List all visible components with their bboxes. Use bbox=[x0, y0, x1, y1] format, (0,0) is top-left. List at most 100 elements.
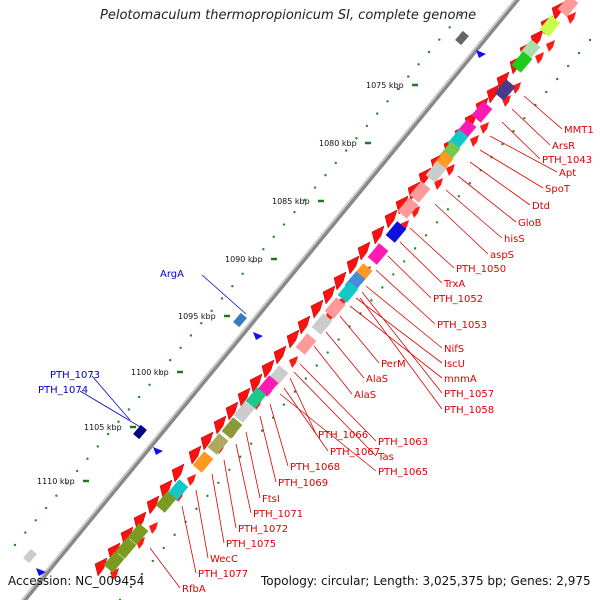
gene-arrow-reverse-small bbox=[289, 356, 298, 368]
gene-label-reverse[interactable]: MMT1 bbox=[564, 125, 594, 136]
gene-label-reverse[interactable]: AlaS bbox=[354, 390, 376, 401]
gene-label-reverse[interactable]: Tas bbox=[377, 452, 394, 463]
gene-block-cog bbox=[115, 537, 137, 559]
label-leader-line bbox=[409, 227, 455, 269]
gene-label-reverse[interactable]: PTH_1066 bbox=[318, 430, 368, 441]
inner-scale-dot bbox=[588, 38, 592, 42]
label-leader-line bbox=[361, 291, 443, 394]
gene-block-cog bbox=[221, 417, 243, 439]
gene-label-reverse[interactable]: PTH_1052 bbox=[433, 294, 483, 305]
label-leader-line bbox=[375, 269, 436, 325]
scale-dot bbox=[355, 137, 358, 140]
gene-block-cog bbox=[155, 491, 177, 513]
inner-scale-dot bbox=[501, 142, 504, 146]
inner-scale-dot bbox=[556, 77, 559, 81]
gene-block-cog bbox=[103, 551, 125, 573]
gene-label-reverse[interactable]: aspS bbox=[490, 250, 514, 261]
gene-label-forward[interactable]: PTH_1073 bbox=[50, 370, 100, 381]
gene-block-cog bbox=[245, 387, 267, 409]
inner-scale-dot bbox=[293, 390, 297, 393]
label-leader-line bbox=[434, 203, 489, 255]
gene-label-reverse[interactable]: PTH_1050 bbox=[456, 264, 506, 275]
scale-dot bbox=[376, 112, 379, 115]
gene-label-reverse[interactable]: PTH_1069 bbox=[278, 478, 328, 489]
scale-tick-label: 1095 kbp bbox=[178, 312, 216, 321]
gene-label-reverse[interactable]: PerM bbox=[381, 359, 406, 370]
label-leader-line bbox=[201, 274, 247, 315]
inner-scale-dot bbox=[545, 90, 548, 94]
gene-block-cog bbox=[511, 51, 533, 73]
scale-dot bbox=[158, 371, 162, 374]
scale-dot bbox=[13, 543, 17, 547]
gene-label-reverse[interactable]: PTH_1065 bbox=[378, 467, 428, 478]
gene-arrow-forward bbox=[476, 50, 486, 58]
gene-label-reverse[interactable]: NifS bbox=[444, 344, 464, 355]
gene-arrow-reverse bbox=[384, 209, 398, 229]
gene-label-reverse[interactable]: RfbA bbox=[182, 584, 206, 595]
label-leader-line bbox=[359, 297, 443, 410]
gene-label-forward[interactable]: PTH_1074 bbox=[38, 385, 88, 396]
gene-label-forward[interactable]: ArgA bbox=[160, 269, 184, 280]
gene-label-reverse[interactable]: PTH_1053 bbox=[437, 320, 487, 331]
gene-arrow-reverse bbox=[346, 255, 360, 275]
gene-label-reverse[interactable]: PTH_1077 bbox=[198, 569, 248, 580]
gene-label-reverse[interactable]: GloB bbox=[518, 218, 542, 229]
inner-scale-dot bbox=[337, 338, 340, 341]
gene-label-reverse[interactable]: WecC bbox=[210, 554, 238, 565]
gene-arrow-reverse-small bbox=[446, 164, 455, 176]
gene-label-reverse[interactable]: hisS bbox=[504, 234, 525, 245]
inner-scale-dot bbox=[239, 455, 242, 458]
gene-label-reverse[interactable]: IscU bbox=[444, 359, 465, 370]
scale-dot bbox=[396, 87, 400, 91]
scale-dot bbox=[127, 408, 131, 411]
gene-block-cog bbox=[324, 297, 346, 319]
gene-label-reverse[interactable]: PTH_1075 bbox=[226, 539, 276, 550]
scale-dot bbox=[44, 506, 48, 510]
scale-dot bbox=[24, 531, 27, 534]
inner-scale-dot bbox=[249, 442, 253, 445]
gene-label-reverse[interactable]: mnmA bbox=[444, 374, 477, 385]
gene-label-reverse[interactable]: PTH_1068 bbox=[290, 462, 340, 473]
gene-label-reverse[interactable]: ArsR bbox=[552, 141, 575, 152]
gene-arrow-forward bbox=[153, 447, 163, 455]
gene-label-reverse[interactable]: PTH_1067 bbox=[330, 447, 380, 458]
scale-dot bbox=[407, 75, 410, 78]
gene-label-reverse[interactable]: SpoT bbox=[545, 184, 571, 195]
label-leader-line bbox=[79, 390, 143, 429]
gene-arrow-reverse-small bbox=[567, 12, 576, 24]
label-leader-line bbox=[223, 459, 237, 529]
gene-label-reverse[interactable]: Dtd bbox=[532, 201, 550, 212]
gene-block-cog bbox=[385, 221, 407, 243]
inner-scale-dot bbox=[326, 351, 329, 354]
gene-block-cog bbox=[557, 0, 579, 17]
inner-scale-dot bbox=[162, 546, 165, 550]
gene-label-reverse[interactable]: PTH_1071 bbox=[253, 509, 303, 520]
backbone-ring bbox=[20, 0, 521, 600]
gene-arrow-reverse bbox=[249, 373, 263, 393]
gene-label-reverse[interactable]: TrxA bbox=[443, 279, 465, 290]
gene-label-reverse[interactable]: Apt bbox=[559, 168, 576, 179]
gene-arrow-reverse bbox=[213, 415, 227, 435]
gene-arrow-reverse bbox=[273, 345, 287, 365]
gene-arrow-reverse bbox=[486, 84, 500, 104]
gene-arrow-reverse bbox=[261, 359, 275, 379]
scale-dot bbox=[241, 272, 244, 276]
gene-label-reverse[interactable]: PTH_1058 bbox=[444, 405, 494, 416]
scale-dot bbox=[448, 26, 451, 29]
gene-label-reverse[interactable]: PTH_1063 bbox=[378, 437, 428, 448]
gene-block-cog bbox=[539, 15, 561, 37]
gene-block-cog bbox=[471, 101, 493, 123]
gene-label-reverse[interactable]: AlaS bbox=[366, 374, 388, 385]
scale-dot bbox=[96, 445, 99, 448]
gene-label-reverse[interactable]: PTH_1057 bbox=[444, 389, 494, 400]
gene-arrow-reverse bbox=[159, 479, 173, 499]
gene-block-cog bbox=[192, 451, 214, 473]
gene-label-reverse[interactable]: PTH_1043 bbox=[542, 155, 592, 166]
label-leader-line bbox=[269, 403, 289, 467]
topology-text: Topology: circular; Length: 3,025,375 bp… bbox=[261, 574, 591, 588]
gene-block-cog bbox=[494, 79, 516, 101]
gene-arrow-reverse-small bbox=[512, 82, 521, 94]
gene-label-reverse[interactable]: PTH_1072 bbox=[238, 524, 288, 535]
gene-label-reverse[interactable]: FtsI bbox=[262, 494, 280, 505]
label-leader-line bbox=[445, 189, 503, 239]
